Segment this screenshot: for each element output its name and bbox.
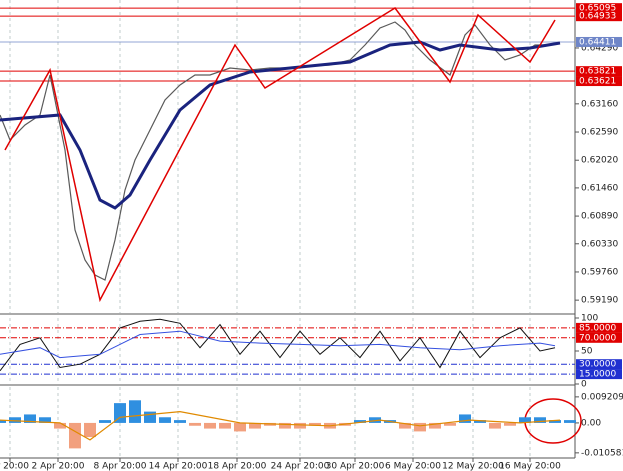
level-label: 70.0000 [579,333,616,343]
y-tick-label: 0.59760 [581,267,618,277]
bar [444,422,456,426]
level-box [576,11,622,22]
level-label: 0.63821 [579,67,616,77]
bar [414,422,426,432]
y-tick-label: 0.62590 [581,128,618,138]
bar [39,417,51,423]
x-tick-label: 16 May 20:00 [499,462,561,471]
bar [279,422,291,429]
bar [114,403,126,423]
series-line [0,410,561,441]
x-tick-label: 2 Apr 20:00 [32,462,85,471]
x-tick-label: 8 Apr 20:00 [94,462,147,471]
level-box [576,3,622,14]
y-tick-label: 0.61460 [581,183,618,193]
bar [309,422,321,426]
bar [519,417,531,423]
bar [504,422,516,426]
bar [99,420,111,423]
bar [234,422,246,432]
x-tick-label: 24 Apr 20:00 [271,462,330,471]
bar [549,420,561,423]
series-line [4,7,556,303]
bar [534,417,546,423]
bar [84,422,96,438]
level-box [576,66,622,77]
bar [249,422,261,429]
bar [219,422,231,429]
y-tick-label: 0.60330 [581,239,618,249]
level-label: 0.65095 [579,4,616,14]
bar [129,400,141,423]
bar [474,420,486,423]
series-line [0,330,556,359]
price-label: 0.64411 [579,37,616,47]
y-tick-label: 0.62020 [581,156,618,166]
y-tick-label: 0.63160 [581,99,618,109]
y-tick-label: 0.59190 [581,296,618,306]
level-box [576,369,622,380]
series-line [0,40,561,210]
y-tick-label: 0.64290 [581,43,618,53]
bar [9,417,21,423]
y-tick-label: 0.60890 [581,212,618,222]
bar [144,411,156,423]
level-box [576,359,622,370]
series-line [0,21,561,281]
bar [0,420,6,423]
bar [489,422,501,429]
y-tick-label: -0.010581 [581,448,623,458]
level-label: 30.0000 [579,360,616,370]
y-tick-label: 0.00 [581,418,601,428]
x-tick-label: ar 20:00 [0,462,29,471]
bar [564,420,576,423]
bar [204,422,216,429]
level-label: 0.63621 [579,77,616,87]
bar [429,422,441,429]
price-box [576,36,622,47]
level-label: 15.0000 [579,370,616,380]
level-box [576,76,622,87]
x-tick-label: 30 Apr 20:00 [326,462,385,471]
y-tick-label: 50 [581,347,593,357]
bar [189,422,201,426]
level-box [576,322,622,333]
level-box [576,332,622,343]
bar [69,422,81,449]
y-tick-label: 0.0092097 [581,392,623,402]
series-line [0,318,556,372]
x-tick-label: 14 Apr 20:00 [149,462,208,471]
bar [54,422,66,429]
x-tick-label: 12 May 20:00 [442,462,504,471]
bar [459,414,471,423]
bar [399,422,411,429]
level-label: 0.64933 [579,12,616,22]
bar [294,422,306,429]
bar [24,414,36,423]
x-tick-label: 6 May 20:00 [385,462,441,471]
y-tick-label: 0 [581,380,587,390]
x-tick-label: 18 Apr 20:00 [208,462,267,471]
y-tick-label: 100 [581,314,598,324]
level-label: 85.0000 [579,323,616,333]
bar [159,417,171,423]
bar [174,420,186,423]
bar [354,420,366,423]
